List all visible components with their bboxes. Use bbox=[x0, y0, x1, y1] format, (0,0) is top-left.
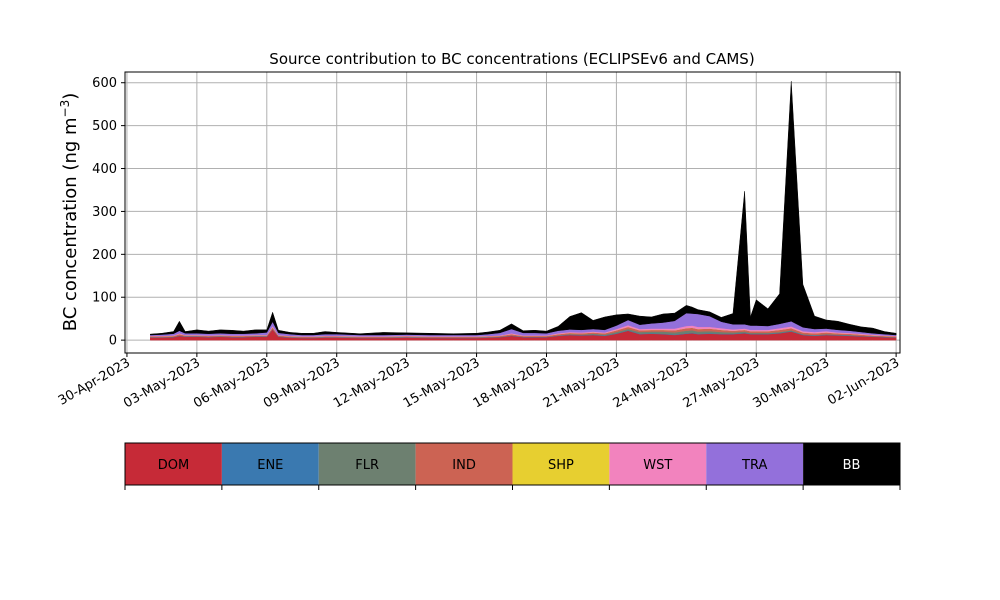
legend-label-flr: FLR bbox=[355, 458, 379, 473]
chart-title: Source contribution to BC concentrations… bbox=[269, 50, 754, 68]
legend-swatch-ene bbox=[221, 443, 319, 485]
legend-swatch-shp bbox=[512, 443, 610, 485]
x-tick-label: 15-May-2023 bbox=[401, 355, 483, 411]
y-tick-label: 200 bbox=[92, 248, 117, 263]
y-axis-label-main: BC concentration (ng m bbox=[60, 117, 81, 331]
x-tick-label: 30-Apr-2023 bbox=[56, 355, 133, 408]
x-tick-label: 30-May-2023 bbox=[751, 355, 833, 411]
y-tick-label: 300 bbox=[92, 205, 117, 220]
x-tick-label: 18-May-2023 bbox=[471, 355, 553, 411]
plot-frame bbox=[124, 71, 901, 354]
y-tick-label: 0 bbox=[109, 334, 117, 349]
legend-swatch-dom bbox=[125, 443, 222, 485]
legend-label-dom: DOM bbox=[158, 458, 189, 473]
legend-swatch-ind bbox=[415, 443, 513, 485]
x-tick-label: 21-May-2023 bbox=[541, 355, 623, 411]
legend-swatch-tra bbox=[706, 443, 804, 485]
x-tick-label: 24-May-2023 bbox=[611, 355, 693, 411]
x-tick-label: 12-May-2023 bbox=[331, 355, 413, 411]
y-axis-label-close: ) bbox=[60, 93, 81, 100]
axes bbox=[124, 71, 901, 354]
x-tick-label: 09-May-2023 bbox=[261, 355, 343, 411]
legend-label-bb: BB bbox=[843, 458, 861, 473]
x-tick-label: 27-May-2023 bbox=[681, 355, 763, 411]
legend-label-shp: SHP bbox=[548, 458, 574, 473]
x-tick-label: 02-Jun-2023 bbox=[825, 355, 902, 408]
legend-swatch-flr bbox=[318, 443, 416, 485]
y-axis-label-sup: −3 bbox=[58, 100, 72, 118]
x-tick-label: 03-May-2023 bbox=[121, 355, 203, 411]
y-tick-label: 400 bbox=[92, 162, 117, 177]
legend-frame bbox=[124, 442, 901, 486]
legend-label-ene: ENE bbox=[257, 458, 283, 473]
y-tick-label: 500 bbox=[92, 119, 117, 134]
y-tick-label: 100 bbox=[92, 291, 117, 306]
x-tick-label: 06-May-2023 bbox=[191, 355, 273, 411]
y-axis-label: BC concentration (ng m−3) bbox=[58, 93, 81, 332]
legend-swatch-bb bbox=[803, 443, 900, 485]
y-tick-label: 600 bbox=[92, 76, 117, 91]
legend-label-ind: IND bbox=[452, 458, 476, 473]
legend-label-wst: WST bbox=[643, 458, 672, 473]
y-ticks: 0 100 200 300 400 500 600 bbox=[92, 76, 125, 349]
stacked-areas bbox=[150, 80, 897, 341]
legend-swatch-wst bbox=[609, 443, 707, 485]
legend-label-tra: TRA bbox=[741, 458, 767, 473]
x-ticks: 30-Apr-202303-May-202306-May-202309-May-… bbox=[56, 353, 902, 411]
area-bb bbox=[150, 80, 897, 336]
legend-colorbar: DOM ENE FLR IND SHP WST TRA BB bbox=[124, 442, 901, 490]
